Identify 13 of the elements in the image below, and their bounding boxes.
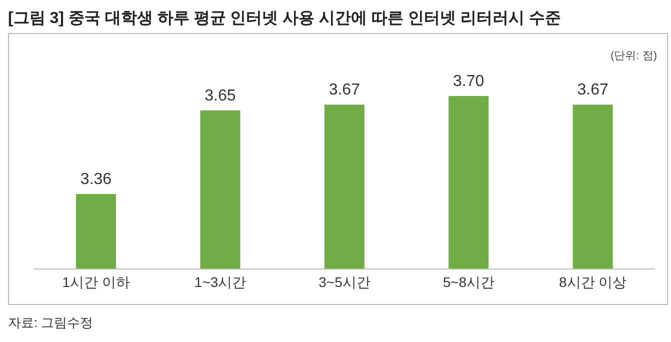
data-label: 3.70 xyxy=(453,73,484,90)
data-label: 3.36 xyxy=(80,171,112,188)
text: 자료: 그림수정 xyxy=(8,314,94,332)
x-tick-label: 1시간 이하 xyxy=(62,274,130,290)
data-label: 3.67 xyxy=(328,82,360,99)
x-tick-label: 5~8시간 xyxy=(442,274,495,290)
chart-title: [그림 3] 중국 대학생 하루 평균 인터넷 사용 시간에 따른 인터넷 리터러시 수준 xyxy=(8,9,561,29)
x-tick-label: 8시간 이상 xyxy=(559,274,627,290)
text: (단위: 점) xyxy=(610,49,657,63)
x-tick-label: 1~3시간 xyxy=(194,274,246,290)
data-label: 3.65 xyxy=(204,87,236,104)
data-label: 3.67 xyxy=(577,82,608,99)
x-tick-label: 3~5시간 xyxy=(318,274,370,290)
